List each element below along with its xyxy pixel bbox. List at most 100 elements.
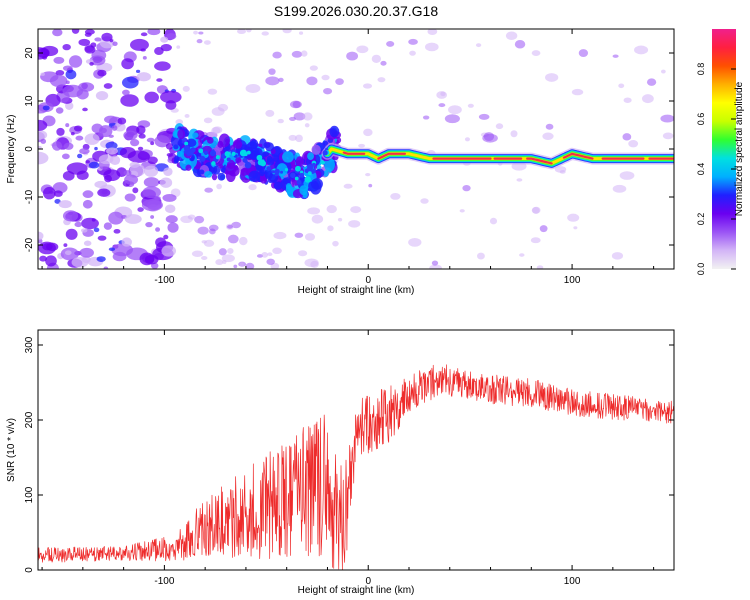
spectrogram-y-tick-label: 20 <box>24 47 35 59</box>
ridge-spot <box>284 168 289 172</box>
spectrogram-noise-blob <box>136 125 146 135</box>
spectrogram-noise-blob <box>217 103 229 112</box>
spectrogram-noise-blob <box>66 162 88 175</box>
spectrogram-energy-blob <box>177 129 186 140</box>
spectrogram-noise-blob <box>62 84 84 98</box>
spectrogram-noise-blob <box>539 225 548 233</box>
spectrogram-noise-blob <box>167 222 179 233</box>
spectrogram-noise-blob <box>277 118 284 124</box>
spectrogram-noise-blob <box>42 105 50 111</box>
spectrogram-noise-blob <box>103 83 113 89</box>
spectrogram-energy-blob <box>323 141 329 146</box>
spectrogram-noise-blob <box>358 143 366 148</box>
spectrogram-noise-blob <box>641 94 654 104</box>
colorbar-tick-label: 0.4 <box>696 163 706 176</box>
spectrogram-noise-blob <box>84 45 96 54</box>
spectrogram-energy-blob <box>282 151 294 163</box>
spectrogram-noise-blob <box>143 165 159 177</box>
spectrogram-noise-blob <box>182 85 190 92</box>
spectrogram-noise-blob <box>121 58 134 70</box>
spectrogram-noise-blob <box>427 29 438 35</box>
ridge-spot <box>246 150 251 155</box>
spectrogram-noise-blob <box>196 38 203 44</box>
spectrogram-noise-blob <box>514 40 526 49</box>
spectrogram-noise-blob <box>154 61 171 71</box>
snr-background <box>38 330 674 570</box>
spectrogram-energy-blob <box>206 136 214 144</box>
spectrogram-noise-blob <box>261 252 269 258</box>
spectrogram-noise-blob <box>571 88 584 96</box>
spectrogram-noise-blob <box>97 69 107 77</box>
spectrogram-noise-blob <box>332 240 339 247</box>
spectrogram-noise-blob <box>464 137 470 142</box>
spectrogram-noise-blob <box>300 50 308 57</box>
spectrogram-noise-blob <box>84 29 95 35</box>
spectrogram-noise-blob <box>462 184 471 192</box>
ridge-spot <box>224 151 230 157</box>
spectrogram-noise-blob <box>150 141 155 146</box>
spectrogram-x-tick-label: 0 <box>365 275 371 286</box>
spectrogram-noise-blob <box>65 69 77 80</box>
spectrogram-noise-blob <box>74 221 83 228</box>
spectrogram-x-ticks: -100 0 100 <box>41 29 655 286</box>
spectrogram-noise-blob <box>363 128 373 137</box>
spectrogram-noise-blob <box>73 125 83 132</box>
ridge-core <box>342 151 366 155</box>
snr-y-tick-label: 200 <box>24 411 35 428</box>
spectrogram-energy-blob <box>212 165 221 175</box>
spectrogram-noise-blob <box>622 133 632 141</box>
spectrogram-noise-blob <box>298 250 308 257</box>
spectrogram-energy-blob <box>310 178 323 190</box>
snr-x-tick-label: -100 <box>154 576 174 587</box>
snr-y-tick-label: 300 <box>24 336 35 353</box>
ridge-spot <box>231 151 236 156</box>
spectrogram-noise-blob <box>38 231 44 241</box>
spectrogram-noise-blob <box>662 132 674 140</box>
ridge-spot <box>199 155 206 162</box>
spectrogram-noise-blob <box>542 132 554 141</box>
spectrogram-noise-blob <box>40 138 47 144</box>
spectrogram-noise-blob <box>95 90 109 101</box>
spectrogram-noise-blob <box>93 227 100 233</box>
spectrogram-noise-blob <box>117 117 127 125</box>
spectrogram-noise-blob <box>70 131 75 136</box>
spectrogram-noise-blob <box>52 29 63 37</box>
ridge-spot <box>244 161 252 169</box>
spectrogram-noise-blob <box>343 183 353 189</box>
spectrogram-noise-blob <box>295 134 303 143</box>
spectrogram-noise-blob <box>124 214 142 224</box>
spectrogram-noise-blob <box>321 74 330 81</box>
spectrogram-energy-blob <box>217 172 226 181</box>
spectrogram-noise-blob <box>176 45 181 49</box>
spectrogram-noise-blob <box>198 31 204 35</box>
spectrogram-noise-blob <box>207 88 218 95</box>
ridge-spot <box>184 141 189 146</box>
spectrogram-noise-blob <box>261 31 269 36</box>
spectrogram-noise-blob <box>62 43 71 51</box>
spectrogram-noise-blob <box>265 109 275 117</box>
spectrogram-noise-blob <box>103 266 109 269</box>
spectrogram-noise-blob <box>104 174 112 183</box>
spectrogram-noise-blob <box>661 69 666 74</box>
spectrogram-noise-blob <box>94 146 98 151</box>
spectrogram-noise-blob <box>58 200 72 209</box>
spectrogram-noise-blob <box>478 113 490 120</box>
spectrogram-noise-blob <box>122 89 130 96</box>
ridge-spot <box>203 150 209 155</box>
spectrogram-noise-blob <box>612 54 619 58</box>
ridge-spot <box>307 171 312 176</box>
spectrogram-noise-blob <box>291 50 303 58</box>
spectrogram-noise-blob <box>218 248 227 256</box>
spectrogram-noise-blob <box>424 42 439 52</box>
spectrogram-noise-blob <box>49 74 68 87</box>
spectrogram-noise-blob <box>143 177 160 188</box>
spectrogram-noise-blob <box>184 113 190 118</box>
spectrogram-noise-blob <box>386 40 395 47</box>
ridge-spot <box>209 150 217 157</box>
spectrogram-noise-blob <box>154 47 164 56</box>
spectrogram-noise-blob <box>160 90 182 104</box>
ridge-core <box>526 157 553 165</box>
spectrogram-energy-blob <box>204 171 213 178</box>
spectrogram-noise-blob <box>124 193 136 202</box>
spectrogram-noise-blob <box>160 44 172 52</box>
